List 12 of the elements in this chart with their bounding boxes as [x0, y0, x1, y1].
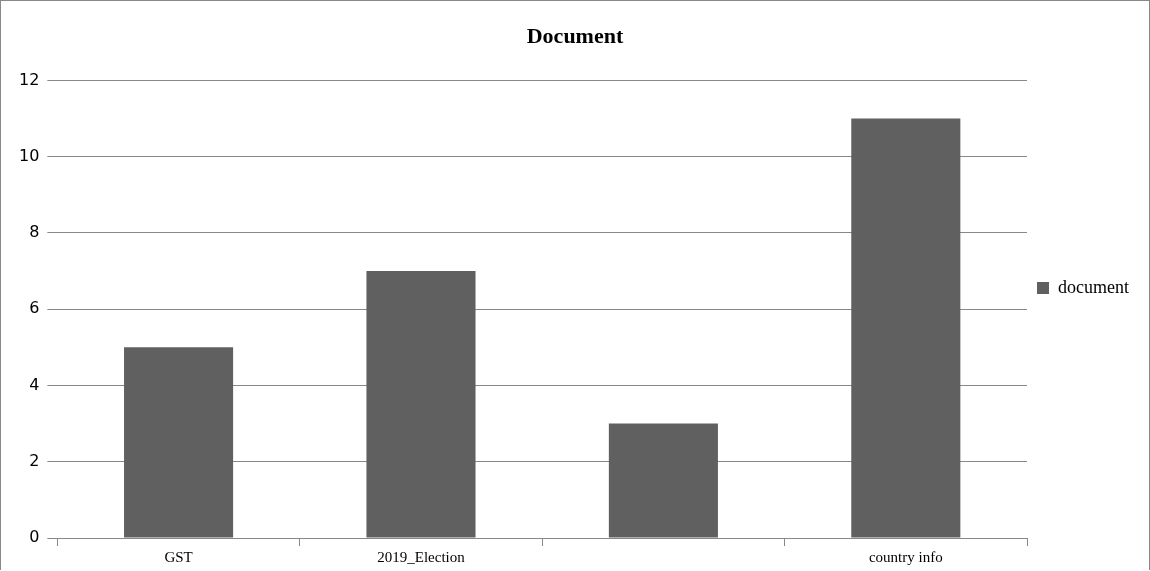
y-tick-label: 8: [29, 222, 40, 242]
x-tick-label: 2019_Election: [377, 548, 466, 565]
legend-label: document: [1058, 276, 1129, 297]
y-tick-label: 2: [29, 450, 40, 470]
chart-title: Document: [526, 22, 624, 48]
x-tick-label: country info: [868, 548, 943, 565]
x-tick-label: GST: [164, 548, 193, 565]
y-tick-label: 6: [29, 298, 40, 318]
y-tick-label: 10: [19, 145, 40, 165]
y-tick-label: 12: [19, 69, 40, 89]
y-tick-label: 4: [29, 374, 40, 394]
y-tick-label: 0: [29, 527, 40, 547]
